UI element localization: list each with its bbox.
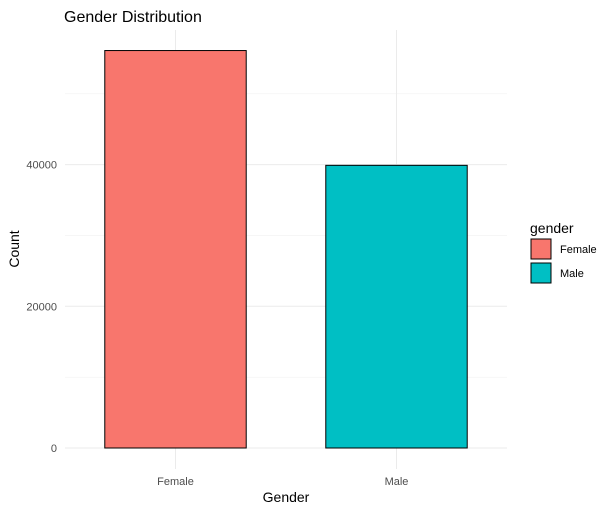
x-axis-ticks: Female Male bbox=[157, 476, 408, 488]
y-axis-ticks: 0 20000 40000 bbox=[26, 160, 57, 455]
y-tick-label: 20000 bbox=[26, 301, 57, 313]
legend: gender Female Male bbox=[530, 220, 597, 284]
legend-key-male bbox=[530, 262, 552, 284]
chart-title: Gender Distribution bbox=[64, 9, 202, 26]
legend-label: Female bbox=[560, 244, 597, 256]
x-tick-label: Female bbox=[157, 476, 194, 488]
x-axis-title: Gender bbox=[263, 489, 310, 505]
y-tick-label: 40000 bbox=[26, 160, 57, 172]
bar-female bbox=[104, 50, 247, 449]
legend-label: Male bbox=[560, 268, 584, 280]
bars bbox=[104, 50, 468, 449]
y-tick-label: 0 bbox=[51, 443, 57, 455]
y-axis-title: Count bbox=[6, 230, 22, 267]
legend-title: gender bbox=[530, 220, 574, 236]
legend-key-female bbox=[530, 238, 552, 260]
bar-male bbox=[325, 164, 468, 449]
x-tick-label: Male bbox=[385, 476, 409, 488]
